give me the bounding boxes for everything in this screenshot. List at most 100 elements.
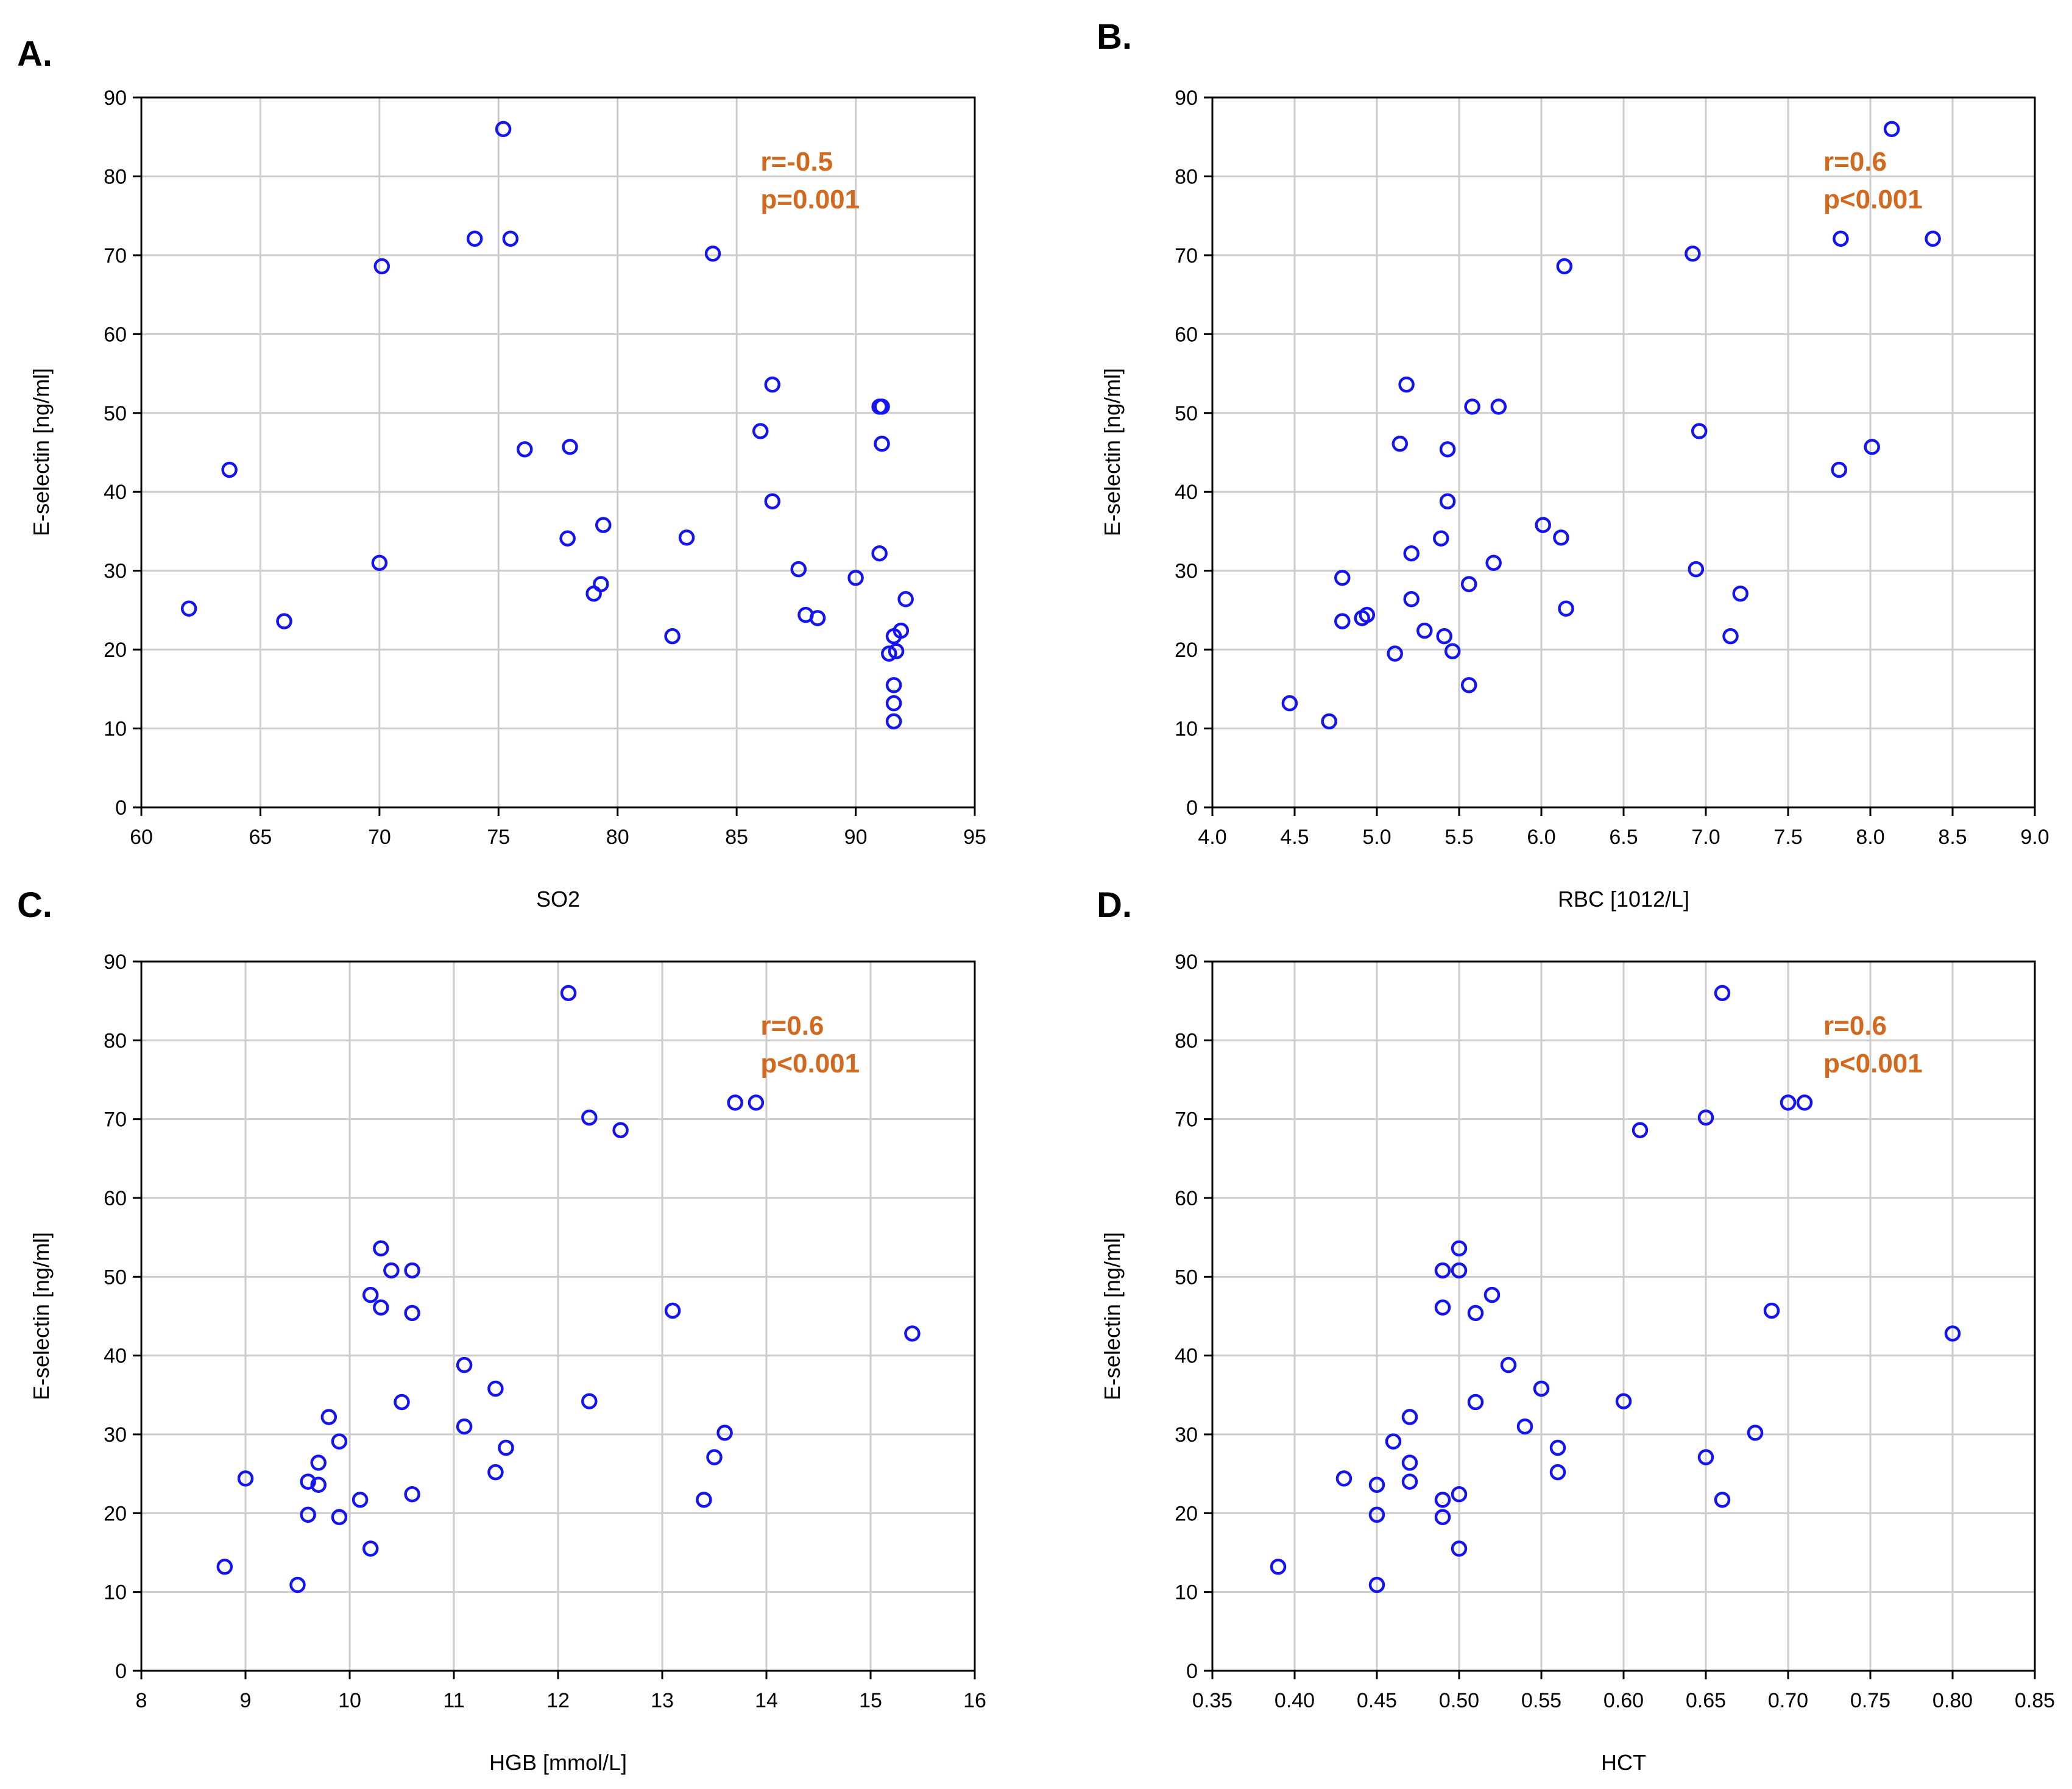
y-tick-label: 70 <box>104 1108 127 1132</box>
y-tick-label: 60 <box>104 1187 127 1210</box>
y-tick-label: 40 <box>1175 481 1198 504</box>
data-point <box>1321 713 1337 730</box>
correlation-r: r=0.6 <box>760 1011 824 1041</box>
data-point <box>595 517 612 533</box>
data-point <box>1444 643 1461 659</box>
y-tick-label: 80 <box>104 165 127 188</box>
x-tick-label: 9.0 <box>2020 826 2049 849</box>
data-point <box>1763 1302 1780 1319</box>
data-point <box>727 1094 743 1111</box>
x-tick-label: 7.0 <box>1691 826 1720 849</box>
plot-frame <box>140 96 976 809</box>
y-tick-label: 20 <box>104 1502 127 1525</box>
data-point <box>1434 1509 1451 1526</box>
data-point <box>874 399 890 415</box>
data-point <box>1516 1418 1533 1435</box>
x-tick-label: 6.0 <box>1527 826 1555 849</box>
data-point <box>1385 1433 1402 1450</box>
data-point <box>1467 1394 1484 1411</box>
data-point <box>871 545 888 562</box>
y-tick-label: 50 <box>104 1266 127 1289</box>
data-point <box>373 1240 389 1257</box>
panel-d: D. 0.35 0.40 0.45 0.50 0.55 0.60 0.65 0.70 0.75 0.… <box>1097 885 2055 1775</box>
data-point <box>716 1425 733 1441</box>
data-point <box>1864 439 1880 455</box>
data-point <box>1368 1576 1385 1593</box>
data-point <box>456 1418 473 1435</box>
data-point <box>517 441 533 458</box>
data-point <box>1460 576 1477 592</box>
data-point <box>1632 1122 1649 1139</box>
y-tick-label: 70 <box>1175 244 1198 267</box>
y-tick-label: 20 <box>104 639 127 662</box>
data-point <box>466 230 483 247</box>
data-point <box>331 1509 348 1526</box>
data-point <box>1433 530 1449 547</box>
correlation-p: p=0.001 <box>760 185 860 214</box>
data-point <box>1483 1286 1501 1303</box>
y-tick-label: 40 <box>104 481 127 504</box>
data-point <box>1281 695 1298 712</box>
panel-label: C. <box>17 885 52 925</box>
data-point <box>300 1473 316 1490</box>
x-tick-label: 10 <box>338 1689 361 1712</box>
panel-label: A. <box>17 34 52 74</box>
data-point <box>1451 1262 1468 1279</box>
correlation-r: r=0.6 <box>1823 1011 1887 1041</box>
x-tick-label: 5.5 <box>1444 826 1473 849</box>
y-tick-label: 60 <box>104 323 127 346</box>
data-point <box>1556 258 1573 275</box>
data-point <box>373 258 391 275</box>
data-point <box>612 1122 629 1139</box>
data-point <box>1615 1393 1632 1409</box>
data-point <box>678 530 695 546</box>
y-tick-label: 0 <box>1186 796 1198 820</box>
x-tick-label: 12 <box>546 1689 570 1712</box>
x-tick-label: 70 <box>368 826 391 849</box>
x-tick-label: 0.65 <box>1686 1689 1726 1712</box>
panel-label: B. <box>1097 17 1132 57</box>
data-point <box>1535 517 1551 533</box>
y-axis-title: E-selectin [ng/ml] <box>29 368 54 536</box>
correlation-p: p<0.001 <box>760 1049 860 1079</box>
y-tick-label: 30 <box>104 1423 127 1447</box>
data-point <box>1335 1470 1352 1487</box>
data-point <box>1925 230 1941 247</box>
x-tick-label: 8.0 <box>1856 826 1884 849</box>
data-point <box>1714 985 1731 1001</box>
y-tick-label: 0 <box>115 796 127 820</box>
data-point <box>1436 628 1452 645</box>
data-point <box>696 1492 712 1508</box>
x-tick-label: 0.75 <box>1850 1689 1890 1712</box>
data-point <box>748 1094 765 1111</box>
data-point <box>1685 246 1701 262</box>
data-point <box>874 436 890 452</box>
data-point <box>1434 1299 1451 1316</box>
data-point <box>1533 1380 1550 1397</box>
y-tick-label: 90 <box>104 87 127 110</box>
data-point <box>1558 600 1574 617</box>
data-point <box>1464 399 1480 415</box>
y-tick-label: 80 <box>104 1029 127 1052</box>
data-point <box>352 1492 369 1508</box>
data-point <box>289 1576 306 1593</box>
data-point <box>1688 561 1705 578</box>
data-point <box>362 1286 379 1303</box>
y-tick-label: 90 <box>104 951 127 974</box>
data-point <box>1722 628 1739 645</box>
data-point <box>1747 1425 1764 1441</box>
x-axis-title: HGB [mmol/L] <box>489 1750 627 1775</box>
data-point <box>1944 1325 1961 1342</box>
data-point <box>331 1433 348 1450</box>
data-point <box>1434 1492 1451 1508</box>
x-tick-label: 6.5 <box>1609 826 1638 849</box>
data-point <box>893 622 910 639</box>
data-point <box>885 677 902 693</box>
data-point <box>1549 1439 1566 1456</box>
y-tick-label: 90 <box>1175 87 1198 110</box>
data-point <box>1451 1540 1468 1557</box>
y-tick-label: 80 <box>1175 1029 1198 1052</box>
panel-label: D. <box>1097 885 1132 925</box>
y-tick-label: 10 <box>1175 1581 1198 1604</box>
